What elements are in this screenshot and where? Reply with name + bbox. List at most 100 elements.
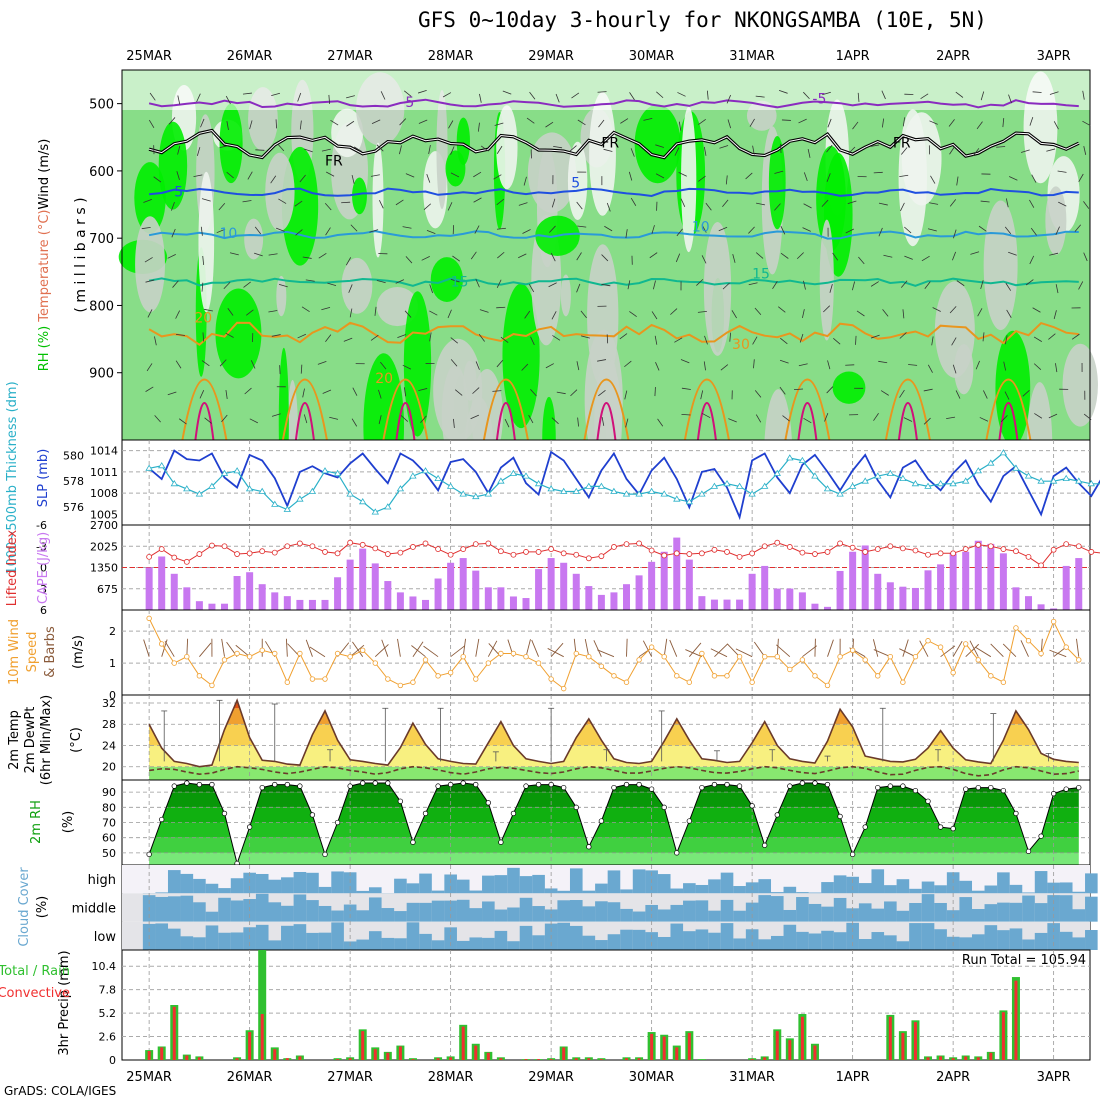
wind-barb-10m (186, 638, 189, 657)
wind-barb (980, 200, 990, 203)
isotherm-30-spike (395, 402, 416, 441)
cloud-cell (331, 871, 344, 894)
wind-barb (524, 310, 531, 319)
wind-barb (141, 226, 151, 230)
cloud-cell (770, 896, 784, 922)
wind-barb (225, 95, 231, 105)
wind-barb (480, 145, 489, 152)
wind-speed-point (184, 653, 190, 660)
wind-barb-10m (450, 645, 466, 658)
cloud-cell (507, 867, 520, 894)
cloud-cell (683, 900, 696, 922)
cloud-ylabel: Cloud Cover (%) (17, 867, 50, 947)
cloud-cell (293, 871, 307, 894)
wind-barb (1004, 226, 1012, 235)
rh2m-point (485, 800, 491, 806)
li-point (435, 546, 441, 552)
rh2m-band (149, 852, 1079, 865)
wind-barb (322, 389, 332, 394)
li-point (686, 551, 693, 557)
rh2m-point (523, 783, 529, 789)
wind-barb (755, 414, 762, 423)
wind-barb (701, 255, 707, 264)
cloud-cell (733, 886, 746, 894)
wind-barb-10m (1049, 649, 1067, 658)
precip-convective-bar (398, 1046, 402, 1060)
wind-barb (553, 146, 563, 149)
isotherm-30-spike (696, 402, 717, 441)
wind-barb-10m (593, 640, 602, 657)
wind-barb (975, 360, 980, 370)
wind-barb (1071, 333, 1080, 340)
wind-barb-10m (776, 638, 779, 657)
thickness-point (1075, 477, 1083, 484)
wind-barb (395, 279, 405, 284)
cloud-cell (544, 888, 558, 894)
cloud-cell (406, 922, 420, 950)
wind-barb (227, 307, 234, 316)
wind-barb (1033, 336, 1042, 342)
cloud-cell (218, 932, 231, 950)
cape-bar (371, 563, 379, 610)
wind-barb (249, 120, 253, 130)
wind-barb-10m (550, 642, 564, 657)
li-point (447, 551, 454, 558)
rh-patch (135, 216, 165, 313)
wind-barb (580, 310, 587, 319)
wind-barb (200, 226, 203, 236)
cloud-cell (670, 923, 684, 950)
li-point (724, 549, 730, 555)
precip-convective-bar (662, 1036, 666, 1060)
wind-barb (929, 120, 938, 125)
wind-barb (780, 226, 786, 235)
cloud-cell (1059, 895, 1073, 922)
wind-barb-10m (487, 640, 498, 657)
wind-barb-10m (735, 648, 753, 658)
wind-barb (923, 417, 931, 425)
cape-bar (409, 596, 417, 610)
wind-barb (701, 224, 707, 233)
cape-bar (283, 596, 291, 610)
wind-barb (870, 281, 879, 287)
wind-barb (949, 306, 957, 314)
slp-ylabel-line: SLP (mb) (36, 449, 51, 508)
cloud-cell (595, 901, 608, 922)
wind-barb (755, 252, 764, 259)
wind-barb (518, 253, 527, 259)
cape-bar (384, 581, 392, 610)
wind-barb (479, 309, 489, 313)
cape-bar (296, 599, 304, 610)
cloud-cell (205, 911, 219, 922)
wind-barb (753, 359, 755, 369)
wind-barb (948, 119, 955, 127)
rh-patch (276, 275, 287, 317)
wind-barb (216, 228, 226, 234)
wind-barb (929, 202, 939, 205)
wind-barb (221, 414, 228, 423)
cloud-cell (569, 925, 583, 950)
wind-speed-point (749, 679, 755, 685)
wind-barb (555, 93, 560, 103)
run-total-label: Run Total = 105.94 (962, 953, 1086, 968)
cape-bar (233, 576, 241, 610)
wind-barb (977, 308, 983, 317)
cape-bar (786, 588, 794, 610)
wind-barb (1004, 335, 1008, 345)
cloud-cell (167, 870, 181, 894)
precip-convective-bar (1014, 980, 1018, 1060)
li-point (749, 550, 756, 557)
wind-barb (454, 389, 463, 396)
wind-barb (143, 198, 152, 203)
wind-barb (698, 175, 706, 182)
upper-ylabel-part: RH (%) (37, 326, 52, 371)
wind-barb (1005, 282, 1012, 291)
li-point (1063, 541, 1070, 548)
wind-barb (655, 144, 665, 148)
isotherm-line (148, 277, 1079, 287)
wind-speed-point (761, 653, 768, 660)
rh-patch (560, 274, 571, 317)
wind-barb (177, 145, 181, 155)
wind-barb (447, 309, 452, 319)
cape-bar (924, 570, 932, 610)
